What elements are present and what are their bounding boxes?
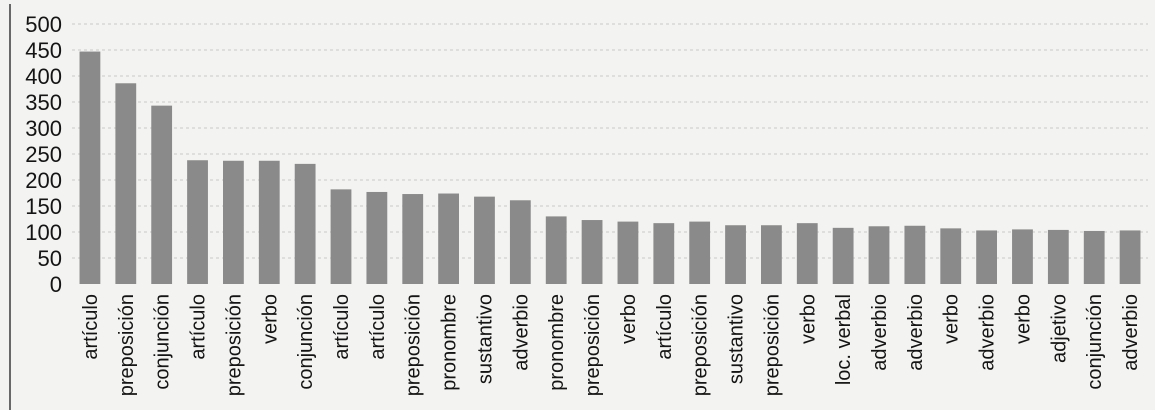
x-category-label: artículo	[331, 294, 353, 360]
bar	[689, 221, 711, 284]
x-category-label: loc. verbal	[833, 294, 855, 385]
bar	[330, 189, 352, 284]
y-tick-label: 450	[25, 38, 62, 63]
bar	[402, 194, 424, 284]
bar	[187, 160, 208, 284]
bar	[904, 225, 926, 284]
bar	[760, 225, 782, 284]
bar	[1083, 230, 1105, 284]
y-tick-label: 150	[25, 194, 62, 219]
y-tick-label: 350	[25, 90, 62, 115]
x-category-label: verbo	[1012, 294, 1034, 344]
x-category-label: preposición	[116, 294, 138, 396]
x-category-label: artículo	[80, 294, 102, 360]
x-category-label: adverbio	[869, 294, 891, 371]
x-category-label: verbo	[941, 294, 963, 344]
bar	[725, 225, 746, 284]
bar	[1012, 229, 1033, 284]
x-category-label: artículo	[367, 294, 389, 360]
bar	[581, 220, 603, 284]
bar	[868, 226, 890, 284]
y-tick-label: 300	[25, 116, 62, 141]
bar	[653, 223, 675, 284]
x-category-label: preposición	[761, 294, 783, 396]
x-category-label: conjunción	[295, 294, 317, 390]
bar	[1047, 229, 1069, 284]
y-tick-label: 100	[25, 220, 62, 245]
x-category-label: adverbio	[905, 294, 927, 371]
x-category-label: adverbio	[1120, 294, 1142, 371]
x-category-label: conjunción	[1084, 294, 1106, 390]
x-category-label: preposición	[690, 294, 712, 396]
bar	[79, 51, 101, 285]
bar	[796, 223, 818, 284]
bar	[509, 200, 531, 284]
x-category-label: adverbio	[510, 294, 532, 371]
category-labels: artículo preposición conjunción artículo pre…	[80, 294, 1142, 396]
x-category-label: verbo	[259, 294, 281, 344]
x-category-label: preposición	[223, 294, 245, 396]
bar	[151, 105, 173, 284]
x-category-label: adverbio	[977, 294, 999, 371]
x-category-label: conjunción	[152, 294, 174, 390]
y-tick-label: 200	[25, 168, 62, 193]
y-tick-label: 0	[50, 272, 62, 297]
y-tick-label: 400	[25, 64, 62, 89]
bar	[222, 160, 244, 284]
gridlines	[72, 23, 1148, 259]
x-category-label: pronombre	[439, 294, 461, 391]
x-category-label: preposición	[403, 294, 425, 396]
bar	[617, 221, 639, 284]
x-category-label: artículo	[654, 294, 676, 360]
bar	[940, 228, 962, 284]
bar	[545, 216, 567, 284]
bar	[366, 191, 388, 284]
y-tick-label: 50	[38, 246, 62, 271]
bar	[976, 230, 998, 284]
bar	[294, 163, 316, 284]
bar	[438, 193, 460, 284]
x-category-label: preposición	[582, 294, 604, 396]
bar	[832, 227, 854, 284]
bar	[258, 160, 280, 284]
x-category-label: sustantivo	[726, 294, 748, 384]
bars	[79, 51, 1141, 285]
bar	[115, 83, 137, 284]
y-tick-label: 500	[25, 12, 62, 37]
bar	[474, 196, 495, 284]
y-tick-label: 250	[25, 142, 62, 167]
x-category-label: artículo	[188, 294, 210, 360]
bar	[1119, 230, 1141, 284]
x-category-label: sustantivo	[474, 294, 496, 384]
x-category-label: verbo	[797, 294, 819, 344]
x-category-label: pronombre	[546, 294, 568, 391]
x-category-label: verbo	[618, 294, 640, 344]
x-category-label: adjetivo	[1048, 294, 1070, 363]
